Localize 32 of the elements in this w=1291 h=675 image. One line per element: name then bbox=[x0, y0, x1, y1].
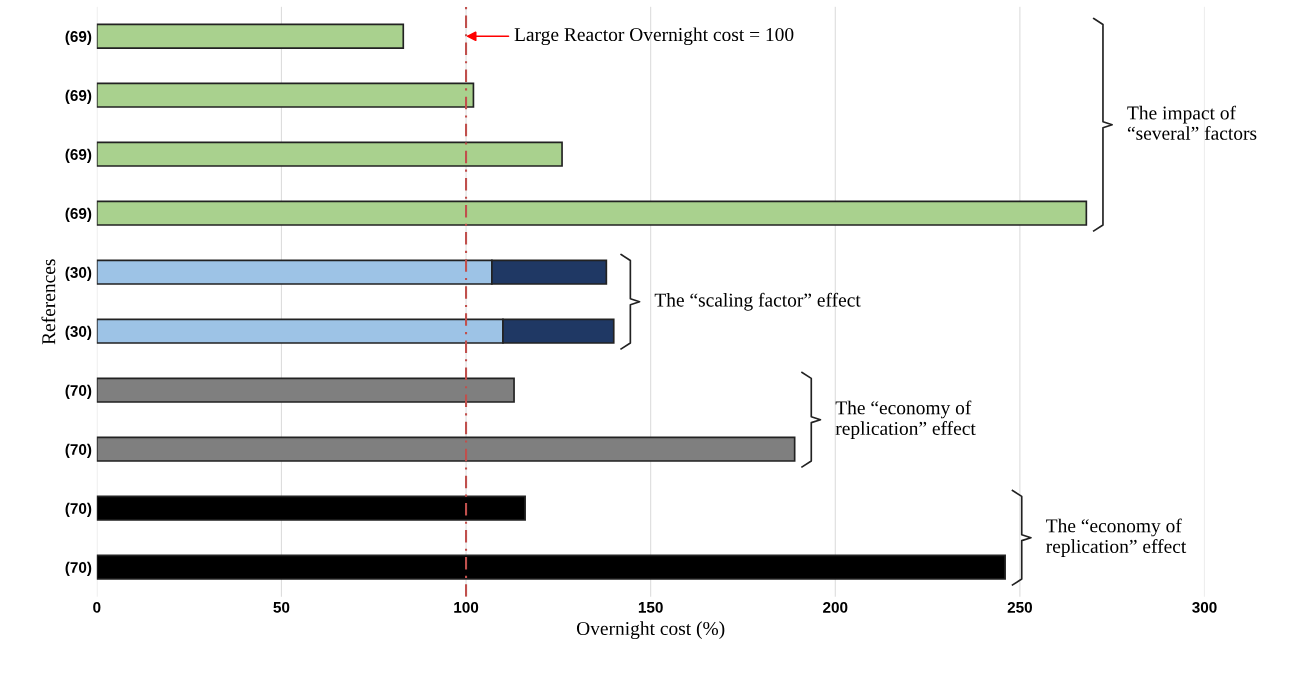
annotation: The impact of “several” factors bbox=[1127, 105, 1257, 140]
x-tick-label: 200 bbox=[823, 601, 848, 613]
annotation: The “scaling factor” effect bbox=[654, 292, 861, 311]
y-tick-label: (70) bbox=[65, 384, 92, 399]
bar bbox=[96, 377, 515, 403]
y-tick-label: (70) bbox=[65, 561, 92, 576]
ref-line-label: Large Reactor Overnight cost = 100 bbox=[514, 27, 794, 46]
y-tick-label: (69) bbox=[65, 30, 92, 45]
bar bbox=[96, 23, 405, 49]
y-tick-label: (70) bbox=[65, 502, 92, 517]
x-tick-label: 300 bbox=[1192, 601, 1217, 613]
x-tick-label: 150 bbox=[638, 601, 663, 613]
x-axis-title: Overnight cost (%) bbox=[576, 621, 725, 640]
y-tick-label: (70) bbox=[65, 443, 92, 458]
bar bbox=[96, 82, 475, 108]
y-tick-label: (30) bbox=[65, 325, 92, 340]
y-tick-label: (69) bbox=[65, 207, 92, 222]
y-tick-label: (69) bbox=[65, 89, 92, 104]
annotation: The “economy of replication” effect bbox=[1046, 518, 1187, 557]
x-tick-label: 50 bbox=[273, 601, 290, 613]
y-tick-label: (69) bbox=[65, 148, 92, 163]
bar bbox=[96, 495, 526, 521]
bar bbox=[96, 436, 796, 462]
bar bbox=[96, 141, 563, 167]
x-tick-label: 100 bbox=[454, 601, 479, 613]
annotation: The “economy of replication” effect bbox=[835, 400, 976, 439]
y-axis-title: References bbox=[41, 259, 56, 345]
y-tick-label: (30) bbox=[65, 266, 92, 281]
bar bbox=[96, 554, 1006, 580]
x-tick-label: 250 bbox=[1007, 601, 1033, 613]
x-tick-label: 0 bbox=[93, 601, 101, 613]
bar bbox=[96, 200, 1088, 226]
